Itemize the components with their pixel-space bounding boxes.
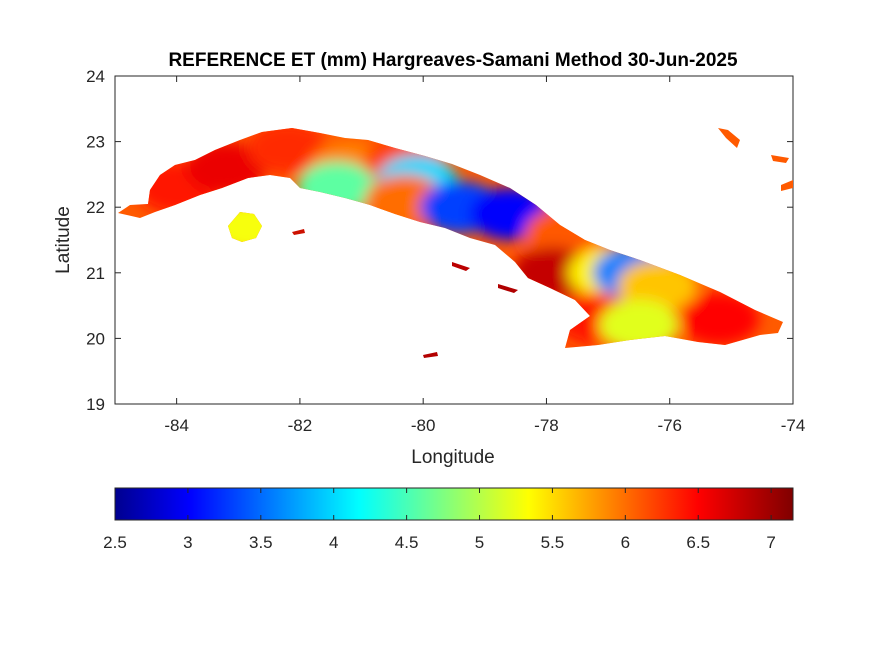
plot-area	[114, 75, 794, 405]
cayo-islet	[292, 229, 305, 235]
y-tick-label: 24	[86, 67, 105, 86]
colorbar-tick-label: 3.5	[249, 533, 273, 552]
colorbar-tick-label: 3	[183, 533, 192, 552]
colorbar: 2.5 3 3.5 4 4.5 5 5.5 6 6.5 7	[103, 487, 794, 552]
south-islet	[423, 352, 438, 358]
colorbar-tick-label: 5	[475, 533, 484, 552]
y-tick-label: 20	[86, 329, 105, 348]
axes-box	[114, 75, 794, 405]
x-tick-label: -84	[164, 416, 189, 435]
y-axis: 19 20 21 22 23 24	[86, 67, 793, 414]
et-region	[247, 128, 328, 175]
y-axis-label: Latitude	[53, 206, 74, 274]
colorbar-tick-label: 2.5	[103, 533, 127, 552]
colorbar-gradient	[114, 487, 794, 521]
y-tick-label: 19	[86, 395, 105, 414]
colorbar-tick-label: 5.5	[541, 533, 565, 552]
colorbar-tick-label: 6	[621, 533, 630, 552]
x-axis-label: Longitude	[411, 447, 494, 468]
x-tick-label: -74	[781, 416, 806, 435]
x-tick-label: -78	[534, 416, 559, 435]
cayo-islet-3	[498, 284, 518, 293]
chart-title: REFERENCE ET (mm) Hargreaves-Samani Meth…	[168, 50, 738, 71]
colorbar-ticks: 2.5 3 3.5 4 4.5 5 5.5 6 6.5 7	[103, 488, 776, 552]
small-islands	[292, 229, 518, 358]
et-region	[679, 292, 760, 345]
x-axis: -84 -82 -80 -78 -76 -74	[164, 76, 805, 435]
colorbar-tick-label: 4.5	[395, 533, 419, 552]
x-tick-label: -76	[657, 416, 682, 435]
y-tick-label: 22	[86, 198, 105, 217]
colorbar-tick-label: 6.5	[686, 533, 710, 552]
colorbar-tick-label: 7	[766, 533, 775, 552]
cayo-islet-2	[452, 262, 470, 271]
x-tick-label: -80	[411, 416, 436, 435]
colorbar-tick-label: 4	[329, 533, 338, 552]
x-tick-label: -82	[288, 416, 313, 435]
y-tick-label: 23	[86, 133, 105, 152]
y-tick-label: 21	[86, 264, 105, 283]
